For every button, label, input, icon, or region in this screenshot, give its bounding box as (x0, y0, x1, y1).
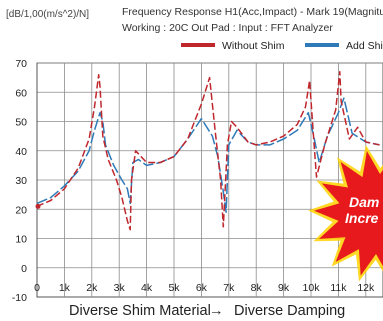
y-tick-label: 70 (15, 58, 27, 70)
series-start-point (35, 203, 41, 209)
burst-shape (314, 151, 383, 276)
y-axis-unit-label: [dB/1,00(m/s^2)/N] (6, 9, 89, 20)
x-tick-label: 10k (303, 282, 321, 294)
chart-title: Frequency Response H1(Acc,Impact) - Mark… (122, 6, 383, 18)
x-tick-label: 7k (223, 282, 235, 294)
y-axis-ticks: -10 0 10 20 30 40 50 60 70 (12, 58, 27, 304)
burst-label-line-2: Incre (345, 210, 379, 226)
series-line-without-shim (36, 71, 380, 231)
x-tick-label: 2k (86, 282, 98, 294)
chart-subtitle: Working : 20C Out Pad : Input : FFT Anal… (122, 22, 333, 34)
y-tick-label: 20 (15, 204, 27, 216)
legend-label-without-shim: Without Shim (222, 40, 285, 52)
x-tick-label: 6k (196, 282, 208, 294)
series-layer (35, 71, 380, 231)
damping-increase-burst: Dam Incre (308, 145, 383, 282)
x-tick-label: 1k (59, 282, 71, 294)
y-tick-label: -10 (12, 292, 27, 304)
legend-label-add-shim: Add Shim (346, 40, 383, 52)
legend: Without Shim Add Shim (181, 40, 383, 52)
y-tick-label: 60 (15, 87, 27, 99)
caption-left: Diverse Shim Material (69, 303, 211, 319)
y-tick-label: 30 (15, 175, 27, 187)
x-tick-label: 8k (251, 282, 263, 294)
y-tick-label: 40 (15, 146, 27, 158)
x-tick-label: 9k (278, 282, 290, 294)
x-tick-label: 5k (168, 282, 180, 294)
caption-right: Diverse Damping (234, 303, 345, 319)
x-tick-label: 3k (114, 282, 126, 294)
burst-label-line-1: Dam (349, 194, 379, 210)
x-tick-label: 12k (357, 282, 375, 294)
caption-arrow: → (209, 303, 224, 319)
x-tick-label: 0 (34, 282, 40, 294)
grid (36, 62, 383, 298)
y-tick-label: 0 (21, 263, 27, 275)
y-tick-label: 10 (15, 234, 27, 246)
x-axis-ticks: 0 1k 2k 3k 4k 5k 6k 7k 8k 9k 10k 11k 12k (34, 282, 375, 294)
y-tick-label: 50 (15, 117, 27, 129)
x-tick-label: 4k (141, 282, 153, 294)
x-tick-label: 11k (330, 282, 347, 294)
